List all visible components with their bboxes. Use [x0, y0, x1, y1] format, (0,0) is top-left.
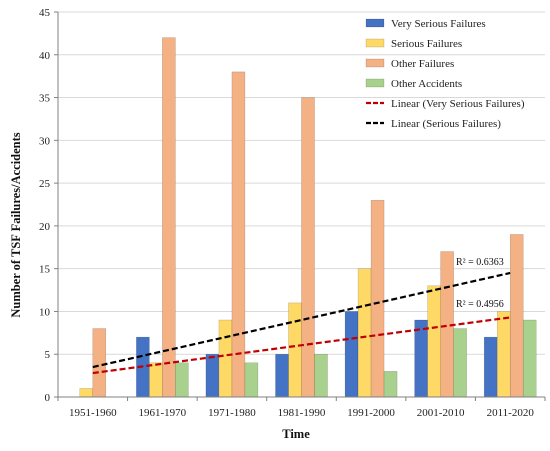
bar-3-1 — [175, 362, 189, 398]
bar-2-6 — [509, 234, 524, 398]
tick-labels: 0 5 10 15 20 25 30 35 40 45 1951-1960 1961-1970 1971… — [39, 7, 534, 419]
bar-1-0 — [79, 388, 94, 398]
legend-swatch-3 — [365, 78, 385, 88]
x-tick-label-1: 1961-1970 — [139, 407, 187, 419]
bar-1-4 — [357, 268, 372, 398]
y-tick-label-0: 0 — [45, 392, 51, 404]
bar-2-0 — [92, 328, 107, 398]
bar-3-2 — [244, 362, 259, 398]
x-tick-label-2: 1971-1980 — [208, 407, 256, 419]
bar-0-2 — [205, 353, 220, 398]
y-axis-title: Number of TSF Failures/Accidents — [9, 132, 23, 317]
bar-0-5 — [414, 319, 428, 398]
bar-1-2 — [218, 319, 233, 398]
r2-label-very-serious-failures: R² = 0.4956 — [456, 299, 504, 310]
legend-swatch-2 — [365, 58, 385, 68]
legend-label-1: Serious Failures — [391, 38, 462, 50]
y-tick-label-1: 5 — [45, 349, 51, 361]
bar-2-1 — [162, 37, 176, 398]
bar-3-6 — [522, 319, 537, 398]
x-tick-label-5: 2001-2010 — [417, 407, 465, 419]
bar-2-2 — [231, 71, 246, 398]
x-tick-label-4: 1991-2000 — [347, 407, 395, 419]
bar-0-3 — [275, 353, 289, 398]
legend-label-3: Other Accidents — [391, 78, 462, 90]
bar-1-5 — [427, 285, 441, 398]
bars — [79, 37, 537, 398]
r2-label-serious-failures: R² = 0.6363 — [456, 257, 504, 268]
y-tick-label-7: 35 — [39, 93, 51, 105]
x-axis-title: Time — [282, 427, 310, 441]
bar-1-6 — [496, 311, 511, 398]
legend-swatch-1 — [365, 38, 385, 48]
x-tick-label-3: 1981-1990 — [278, 407, 326, 419]
bar-1-3 — [288, 302, 302, 398]
y-tick-label-8: 40 — [39, 50, 51, 62]
bar-1-1 — [149, 362, 163, 398]
y-tick-label-6: 30 — [39, 135, 51, 147]
bar-3-3 — [314, 353, 328, 398]
bar-3-4 — [383, 371, 398, 398]
legend-trend-label-0: Linear (Very Serious Failures) — [391, 98, 525, 110]
legend-swatch-0 — [365, 18, 385, 28]
x-tick-label-6: 2011-2020 — [487, 407, 535, 419]
bar-0-4 — [344, 311, 359, 398]
bar-2-4 — [370, 199, 385, 398]
x-tick-label-0: 1951-1960 — [69, 407, 117, 419]
legend-trend-label-1: Linear (Serious Failures) — [391, 118, 501, 130]
y-tick-label-9: 45 — [39, 7, 51, 19]
bar-2-3 — [301, 97, 315, 398]
bar-0-6 — [483, 336, 498, 398]
trendline-1 — [92, 271, 511, 369]
y-tick-label-2: 10 — [39, 306, 51, 318]
bar-3-5 — [453, 328, 467, 398]
y-tick-label-4: 20 — [39, 221, 51, 233]
y-tick-label-3: 15 — [39, 264, 51, 276]
trendline-0 — [92, 316, 511, 375]
legend-label-2: Other Failures — [391, 58, 454, 70]
trendlines — [92, 271, 511, 375]
axes — [54, 11, 546, 401]
legend: Very Serious Failures Serious Failures Oth… — [365, 18, 525, 130]
legend-label-0: Very Serious Failures — [391, 18, 486, 30]
y-tick-label-5: 25 — [39, 178, 51, 190]
